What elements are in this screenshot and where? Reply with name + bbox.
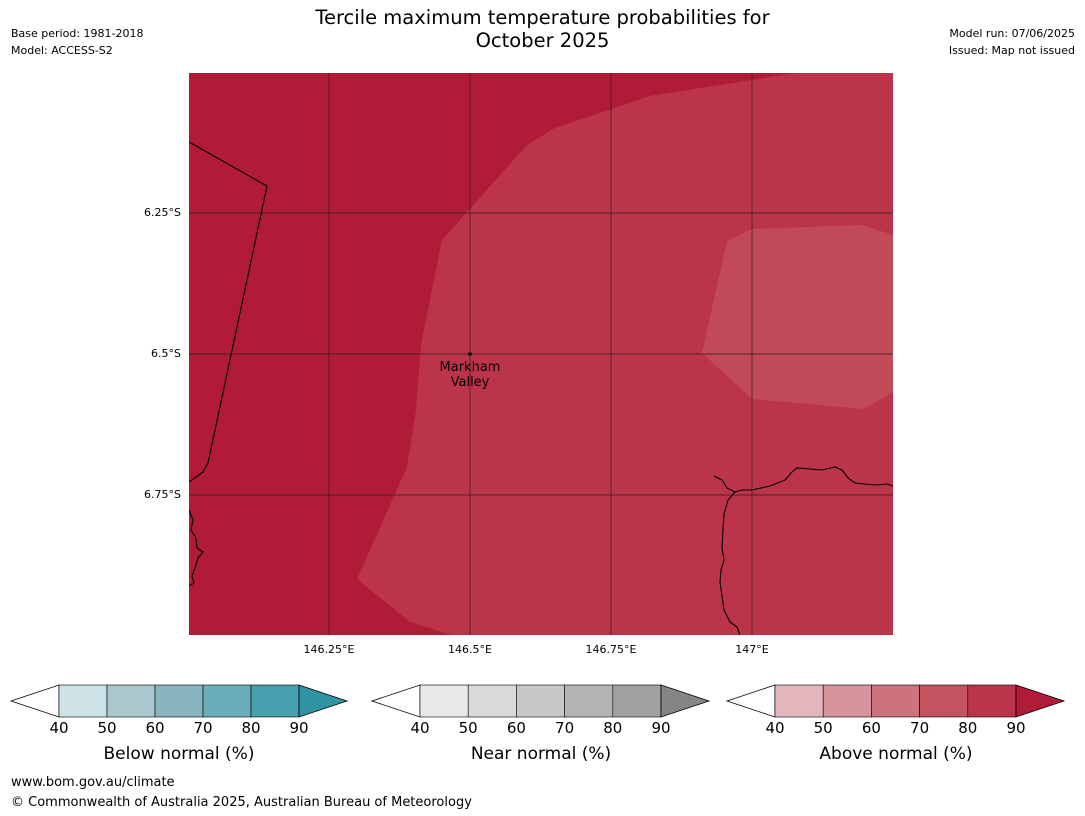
map-title: Tercile maximum temperature probabilitie… <box>200 6 885 52</box>
x-tick-147E: 147°E <box>735 643 769 656</box>
colorbar-segment <box>612 684 662 718</box>
colorbar-title: Below normal (%) <box>103 744 255 764</box>
y-tick-6.75S: 6.75°S <box>144 488 181 501</box>
x-tick-146.25E: 146.25°E <box>303 643 355 656</box>
model-text: Model: ACCESS-S2 <box>11 44 113 57</box>
town-name-line1: Markham <box>439 360 501 375</box>
colorbar-segment <box>419 684 469 718</box>
province-boundary <box>189 141 268 483</box>
colorbar-tick-label: 80 <box>241 719 261 737</box>
western-coast <box>189 509 204 587</box>
colorbar-0 <box>9 684 349 718</box>
town-label: Markham Valley <box>438 360 502 390</box>
colorbar-title: Above normal (%) <box>819 744 973 764</box>
colorbar-tick-label: 60 <box>145 719 165 737</box>
base-period-text: Base period: 1981-2018 <box>11 27 144 40</box>
colorbar-tick-label: 40 <box>410 719 430 737</box>
colorbar-over-triangle <box>298 684 349 718</box>
colorbar-tick-label: 80 <box>958 719 978 737</box>
colorbar-2 <box>725 684 1066 718</box>
colorbar-tick-label: 90 <box>289 719 309 737</box>
colorbar-tick-label: 50 <box>813 719 833 737</box>
model-run-text: Model run: 07/06/2025 <box>949 27 1075 40</box>
issued-text: Issued: Map not issued <box>948 44 1075 57</box>
colorbar-segment <box>467 684 517 718</box>
colorbar-1 <box>370 684 711 718</box>
header-right: Model run: 07/06/2025 Issued: Map not is… <box>949 25 1075 59</box>
colorbar-segment <box>250 684 300 718</box>
footer-url: www.bom.gov.au/climate <box>11 775 175 790</box>
colorbar-segment <box>822 684 872 718</box>
colorbar-segment <box>967 684 1017 718</box>
colorbar-segment <box>919 684 969 718</box>
colorbar-segment <box>774 684 824 718</box>
colorbar-tick-label: 60 <box>861 719 881 737</box>
colorbar-segment <box>154 684 204 718</box>
colorbar-segment <box>58 684 108 718</box>
map-title-line2: October 2025 <box>475 29 610 52</box>
colorbar-tick-label: 60 <box>506 719 526 737</box>
colorbar-over-triangle <box>1015 684 1066 718</box>
eastern-coastline <box>713 466 893 493</box>
colorbar-tick-label: 40 <box>765 719 785 737</box>
colorbar-over-triangle <box>660 684 711 718</box>
town-name-line2: Valley <box>450 375 490 390</box>
colorbar-tick-label: 70 <box>910 719 930 737</box>
colorbar-tick-label: 70 <box>193 719 213 737</box>
colorbar-tick-label: 50 <box>458 719 478 737</box>
river-coast <box>719 491 741 635</box>
colorbar-tick-label: 40 <box>49 719 69 737</box>
map-title-line1: Tercile maximum temperature probabilitie… <box>315 6 770 29</box>
colorbar-tick-label: 90 <box>1006 719 1026 737</box>
colorbar-tick-label: 50 <box>97 719 117 737</box>
colorbar-tick-label: 90 <box>651 719 671 737</box>
town-marker <box>468 352 472 356</box>
y-tick-6.25S: 6.25°S <box>144 206 181 219</box>
colorbar-title: Near normal (%) <box>470 744 612 764</box>
boundaries <box>189 141 893 635</box>
x-tick-146.5E: 146.5°E <box>448 643 492 656</box>
region-above-70 <box>702 225 893 409</box>
header-left: Base period: 1981-2018 Model: ACCESS-S2 <box>11 25 143 59</box>
colorbar-tick-label: 70 <box>555 719 575 737</box>
colorbar-under-triangle <box>725 684 776 718</box>
x-tick-146.75E: 146.75°E <box>585 643 637 656</box>
colorbar-segment <box>871 684 920 718</box>
footer-copyright: © Commonwealth of Australia 2025, Austra… <box>11 795 472 810</box>
colorbar-tick-label: 80 <box>603 719 623 737</box>
colorbar-segment <box>516 684 565 718</box>
y-tick-6.5S: 6.5°S <box>151 347 181 360</box>
graticule <box>189 73 893 635</box>
colorbar-segment <box>564 684 614 718</box>
